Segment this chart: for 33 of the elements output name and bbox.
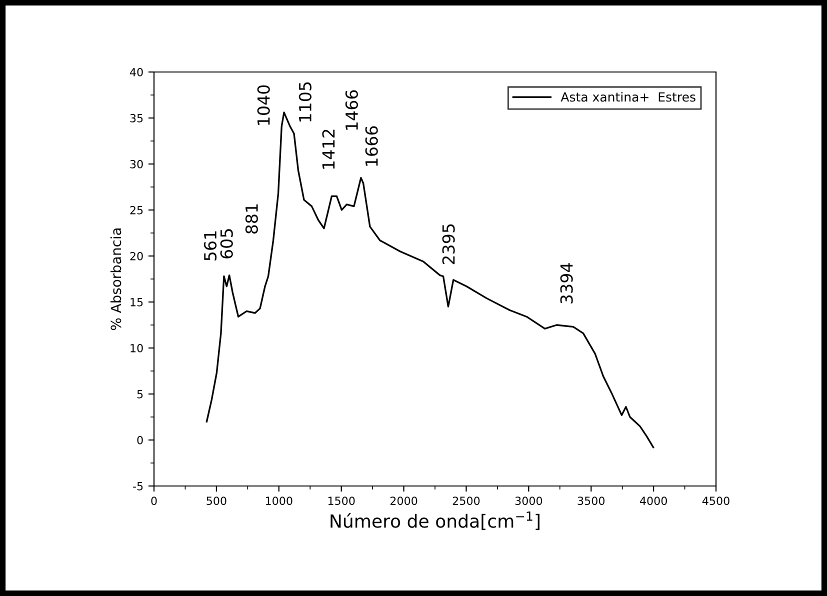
annotation: 1412 — [322, 130, 335, 169]
x-tick-label: 2500 — [452, 496, 480, 506]
annotation: 881 — [245, 204, 258, 234]
x-axis-title: Número de onda[cm$^{−1}$] — [330, 512, 540, 530]
annotation: 605 — [220, 229, 233, 258]
x-tick-label: 500 — [206, 496, 226, 506]
y-tick-label: 35 — [130, 114, 143, 122]
y-tick-label: 0 — [137, 436, 143, 444]
x-tick-label: 0 — [151, 496, 157, 506]
x-tick-label: 2000 — [390, 496, 418, 506]
annotation: 561 — [204, 231, 217, 260]
x-tick-label: 1000 — [266, 496, 292, 506]
annotation: 1466 — [345, 90, 358, 130]
y-axis-title: % Absorbancia — [110, 228, 122, 330]
x-tick-label: 4500 — [702, 496, 730, 506]
y-tick-label: 25 — [130, 206, 143, 214]
annotation: 1040 — [257, 85, 270, 125]
annotation: 1666 — [365, 126, 378, 166]
legend-label: Asta xantina+ Estres — [560, 92, 696, 102]
annotation: 1105 — [298, 82, 312, 122]
annotation: 3394 — [560, 263, 573, 304]
x-tick-label: 4000 — [640, 496, 667, 506]
y-tick-label: 40 — [130, 68, 143, 76]
x-tick-label: 3000 — [515, 496, 542, 506]
x-tick-label: 1500 — [328, 496, 355, 506]
x-tick-label: 3500 — [578, 496, 605, 506]
y-tick-label: 20 — [130, 252, 143, 260]
y-tick-label: 15 — [130, 298, 143, 306]
y-tick-label: 30 — [130, 160, 143, 168]
y-tick-label: 5 — [137, 390, 143, 398]
annotation: 2395 — [442, 224, 455, 264]
y-tick-label: 10 — [130, 344, 143, 352]
y-tick-label: -5 — [133, 482, 143, 490]
